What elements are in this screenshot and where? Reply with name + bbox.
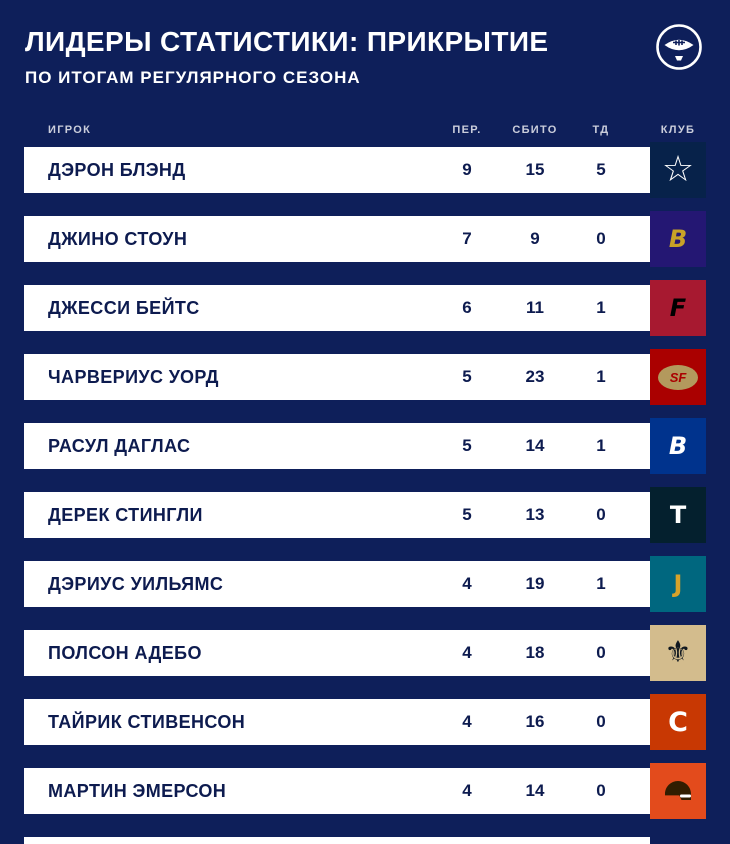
stat-passes-defended: 15 xyxy=(525,160,545,179)
buffalo-bills-logo: B xyxy=(650,418,706,474)
next-row-partial xyxy=(24,837,650,844)
table-row: ДЕРЕК СТИНГЛИ 5 13 0 T xyxy=(0,487,730,543)
player-card: ЧАРВЕРИУС УОРД 5 23 1 xyxy=(24,354,650,400)
page-subtitle: ПО ИТОГАМ РЕГУЛЯРНОГО СЕЗОНА xyxy=(25,68,361,87)
player-name: ДЖЕССИ БЕЙТС xyxy=(48,298,200,318)
stat-interceptions: 4 xyxy=(462,574,472,593)
column-header-interceptions: ПЕР. xyxy=(452,124,482,136)
player-card: ТАЙРИК СТИВЕНСОН 4 16 0 xyxy=(24,699,650,745)
player-card: ПОЛСОН АДЕБО 4 18 0 xyxy=(24,630,650,676)
table-row: ТАЙРИК СТИВЕНСОН 4 16 0 C xyxy=(0,694,730,750)
stat-interceptions: 5 xyxy=(462,505,472,524)
page-title: ЛИДЕРЫ СТАТИСТИКИ: ПРИКРЫТИЕ xyxy=(25,26,549,57)
football-icon xyxy=(654,22,704,72)
stat-touchdowns: 1 xyxy=(596,298,606,317)
stat-passes-defended: 23 xyxy=(525,367,545,386)
dallas-cowboys-logo: ☆ xyxy=(650,142,706,198)
helmet-icon xyxy=(665,781,691,800)
stat-passes-defended: 19 xyxy=(525,574,545,593)
stat-touchdowns: 0 xyxy=(596,643,606,662)
stats-table-body: ДЭРОН БЛЭНД 9 15 5 ☆ ДЖИНО СТОУН 7 9 0 B… xyxy=(0,142,730,837)
stat-interceptions: 7 xyxy=(462,229,472,248)
jacksonville-jaguars-logo: J xyxy=(650,556,706,612)
player-name: ДЭРОН БЛЭНД xyxy=(48,160,186,180)
stat-touchdowns: 1 xyxy=(596,436,606,455)
player-name: МАРТИН ЭМЕРСОН xyxy=(48,781,227,801)
stat-interceptions: 9 xyxy=(462,160,472,179)
column-header-td: ТД xyxy=(592,124,610,136)
new-orleans-saints-logo: ⚜ xyxy=(650,625,706,681)
table-row: ЧАРВЕРИУС УОРД 5 23 1 SF xyxy=(0,349,730,405)
table-row: РАСУЛ ДАГЛАС 5 14 1 B xyxy=(0,418,730,474)
player-name: РАСУЛ ДАГЛАС xyxy=(48,436,191,456)
player-card: МАРТИН ЭМЕРСОН 4 14 0 xyxy=(24,768,650,814)
player-name: ПОЛСОН АДЕБО xyxy=(48,643,202,663)
player-card: ДЭРИУС УИЛЬЯМС 4 19 1 xyxy=(24,561,650,607)
stat-touchdowns: 1 xyxy=(596,367,606,386)
stat-passes-defended: 14 xyxy=(525,436,545,455)
table-row: ДЭРОН БЛЭНД 9 15 5 ☆ xyxy=(0,142,730,198)
table-row: ДЭРИУС УИЛЬЯМС 4 19 1 J xyxy=(0,556,730,612)
stat-passes-defended: 18 xyxy=(525,643,545,662)
stat-passes-defended: 9 xyxy=(530,229,540,248)
stat-interceptions: 5 xyxy=(462,367,472,386)
player-name: ДЭРИУС УИЛЬЯМС xyxy=(48,574,224,594)
column-header-passes-defended: СБИТО xyxy=(512,124,558,136)
stat-touchdowns: 1 xyxy=(596,574,606,593)
stat-interceptions: 4 xyxy=(462,781,472,800)
stat-touchdowns: 0 xyxy=(596,712,606,731)
stat-interceptions: 4 xyxy=(462,643,472,662)
player-name: ДЕРЕК СТИНГЛИ xyxy=(48,505,203,525)
baltimore-ravens-logo: B xyxy=(650,211,706,267)
column-header-club: КЛУБ xyxy=(660,124,696,136)
stat-passes-defended: 13 xyxy=(525,505,545,524)
stat-touchdowns: 5 xyxy=(596,160,606,179)
table-row: ПОЛСОН АДЕБО 4 18 0 ⚜ xyxy=(0,625,730,681)
stat-interceptions: 5 xyxy=(462,436,472,455)
column-header-player: ИГРОК xyxy=(48,124,92,136)
player-name: ДЖИНО СТОУН xyxy=(48,229,188,249)
houston-texans-logo: T xyxy=(650,487,706,543)
player-card: ДЭРОН БЛЭНД 9 15 5 xyxy=(24,147,650,193)
stat-touchdowns: 0 xyxy=(596,229,606,248)
player-name: ЧАРВЕРИУС УОРД xyxy=(48,367,219,387)
player-card: ДЖИНО СТОУН 7 9 0 xyxy=(24,216,650,262)
player-card: ДЖЕССИ БЕЙТС 6 11 1 xyxy=(24,285,650,331)
stat-touchdowns: 0 xyxy=(596,781,606,800)
player-card: ДЕРЕК СТИНГЛИ 5 13 0 xyxy=(24,492,650,538)
table-row: ДЖЕССИ БЕЙТС 6 11 1 F xyxy=(0,280,730,336)
stat-touchdowns: 0 xyxy=(596,505,606,524)
cleveland-browns-logo xyxy=(650,763,706,819)
stat-passes-defended: 16 xyxy=(525,712,545,731)
table-row: МАРТИН ЭМЕРСОН 4 14 0 xyxy=(0,763,730,819)
player-card: РАСУЛ ДАГЛАС 5 14 1 xyxy=(24,423,650,469)
stat-passes-defended: 11 xyxy=(526,298,544,317)
stat-passes-defended: 14 xyxy=(525,781,545,800)
stat-interceptions: 4 xyxy=(462,712,472,731)
san-francisco-49ers-logo: SF xyxy=(650,349,706,405)
atlanta-falcons-logo: F xyxy=(650,280,706,336)
stat-interceptions: 6 xyxy=(462,298,472,317)
chicago-bears-logo: C xyxy=(650,694,706,750)
player-name: ТАЙРИК СТИВЕНСОН xyxy=(48,712,246,732)
table-row: ДЖИНО СТОУН 7 9 0 B xyxy=(0,211,730,267)
